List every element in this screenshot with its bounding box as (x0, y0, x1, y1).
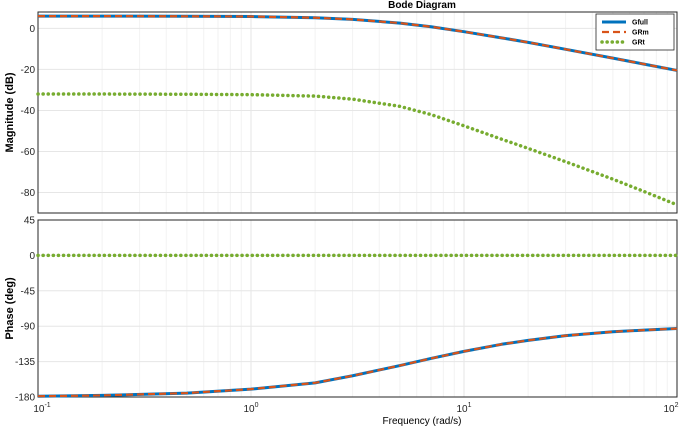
series-grm-line (37, 327, 678, 398)
y-tick-label: -40 (21, 106, 36, 117)
legend-label-gfull: Gfull (632, 20, 648, 27)
y-axis-label: Phase (deg) (4, 277, 16, 340)
series-grm-line (38, 15, 678, 72)
series-grt-line (36, 92, 679, 207)
y-axis-label: Magnitude (dB) (4, 72, 16, 152)
y-tick-label: -80 (21, 188, 36, 199)
y-tick-label: 0 (29, 251, 35, 262)
x-tick-label: 101 (456, 402, 471, 415)
x-tick-label: 100 (243, 402, 258, 415)
y-tick-label: -45 (21, 286, 36, 297)
phase-panel: 45 0 -45 -90 -135 -180 Phase (deg) 10-1 100 101 10… (4, 216, 679, 415)
x-tick-label: 10-1 (33, 402, 50, 415)
magnitude-panel: 0 -20 -40 -60 -80 Magnitude (dB) (4, 11, 679, 214)
y-tick-label: 0 (29, 24, 35, 35)
x-tick-label: 102 (663, 402, 678, 415)
y-tick-label: -135 (15, 357, 35, 368)
y-tick-label: -60 (21, 147, 36, 158)
y-tick-label: -90 (21, 322, 36, 333)
x-axis-label: Frequency (rad/s) (383, 416, 462, 427)
chart-title: Bode Diagram (388, 0, 456, 11)
y-tick-label: -180 (15, 393, 35, 404)
y-tick-label: 45 (24, 216, 36, 227)
y-tick-label: -20 (21, 65, 36, 76)
legend: Gfull GRm GRt (595, 13, 675, 51)
legend-label-grt: GRt (632, 40, 646, 47)
axes-box (37, 11, 678, 214)
axes-box (37, 219, 678, 398)
legend-label-grm: GRm (632, 30, 649, 37)
